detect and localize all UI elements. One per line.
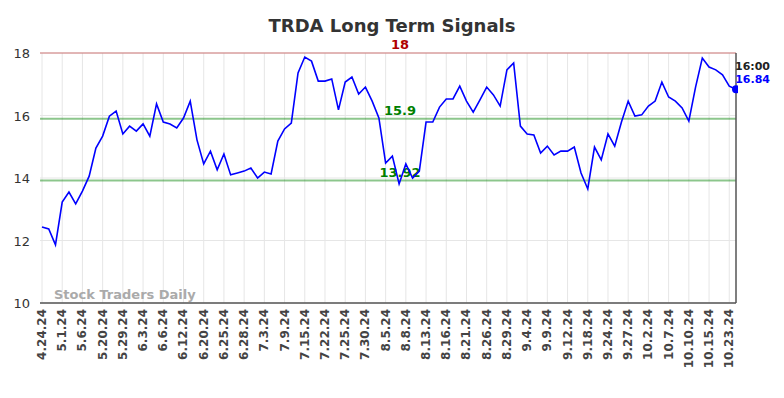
grid-line: [466, 53, 467, 303]
x-tick-label: 8.13.24: [419, 309, 433, 360]
last-value-label: 16.84: [735, 73, 770, 86]
y-tick-label: 18: [13, 46, 30, 61]
x-tick-label: 6.12.24: [176, 309, 190, 360]
grid-line: [567, 53, 568, 303]
x-tick-label: 10.2.24: [641, 309, 655, 360]
grid-line: [264, 53, 265, 303]
x-tick-label: 7.25.24: [338, 309, 352, 360]
grid-line: [607, 53, 608, 303]
grid-line: [163, 53, 164, 303]
grid-line: [587, 53, 588, 303]
grid-line: [82, 53, 83, 303]
x-tick-label: 4.24.24: [35, 309, 49, 360]
x-tick-label: 9.27.24: [621, 309, 635, 360]
x-tick-label: 7.9.24: [278, 309, 292, 352]
x-tick-label: 9.4.24: [520, 309, 534, 352]
x-tick-label: 8.8.24: [399, 309, 413, 352]
grid-line: [486, 53, 487, 303]
grid-line: [547, 53, 548, 303]
x-tick-label: 6.6.24: [156, 309, 170, 352]
reference-line: [40, 118, 736, 120]
x-axis: [40, 302, 736, 304]
grid-line: [203, 53, 204, 303]
x-tick-label: 6.20.24: [197, 309, 211, 360]
x-tick-label: 8.21.24: [459, 309, 473, 360]
grid-line: [223, 53, 224, 303]
watermark: Stock Traders Daily: [54, 287, 196, 302]
x-tick-label: 6.3.24: [136, 309, 150, 352]
grid-line: [729, 53, 730, 303]
grid-line: [42, 53, 43, 303]
x-tick-label: 6.28.24: [237, 309, 251, 360]
grid-line: [648, 53, 649, 303]
reference-line: [40, 52, 736, 54]
grid-line: [426, 53, 427, 303]
grid-line: [40, 303, 736, 304]
x-tick-label: 5.29.24: [116, 309, 130, 360]
grid-line: [446, 53, 447, 303]
grid-line: [143, 53, 144, 303]
x-tick-label: 7.22.24: [318, 309, 332, 360]
x-tick-label: 10.10.24: [682, 309, 696, 368]
x-tick-label: 5.6.24: [75, 309, 89, 352]
grid-line: [62, 53, 63, 303]
x-tick-label: 9.18.24: [581, 309, 595, 360]
plot-area: [42, 57, 738, 245]
grid-line: [527, 53, 528, 303]
y-tick-label: 14: [13, 171, 30, 186]
x-tick-label: 8.16.24: [439, 309, 453, 360]
grid-line: [102, 53, 103, 303]
x-tick-label: 6.25.24: [217, 309, 231, 360]
grid-line: [183, 53, 184, 303]
grid-line: [304, 53, 305, 303]
grid-line: [244, 53, 245, 303]
title: TRDA Long Term Signals: [269, 15, 516, 36]
x-tick-label: 7.3.24: [257, 309, 271, 352]
grid-line: [122, 53, 123, 303]
x-tick-label: 8.29.24: [500, 309, 514, 360]
grid-line: [668, 53, 669, 303]
grid-line: [324, 53, 325, 303]
x-tick-label: 7.30.24: [358, 309, 372, 360]
grid-line: [40, 53, 736, 54]
x-tick-label: 9.12.24: [561, 309, 575, 360]
grid-line: [40, 240, 736, 241]
x-tick-label: 10.7.24: [662, 309, 676, 360]
grid-line: [709, 53, 710, 303]
x-tick-label: 5.20.24: [96, 309, 110, 360]
y-tick-label: 10: [13, 296, 30, 311]
reference-label: 18: [391, 37, 409, 52]
grid-line: [628, 53, 629, 303]
x-tick-label: 9.9.24: [540, 309, 554, 352]
x-tick-label: 5.1.24: [55, 309, 69, 352]
price-line: [42, 57, 736, 245]
grid-line: [284, 53, 285, 303]
x-tick-label: 10.23.24: [722, 309, 736, 368]
grid-line: [506, 53, 507, 303]
last-point: [732, 85, 738, 93]
x-tick-label: 10.15.24: [702, 309, 716, 368]
x-tick-label: 8.5.24: [379, 309, 393, 352]
time-label: 16:00: [735, 60, 770, 73]
y-tick-label: 12: [13, 234, 30, 249]
y-tick-label: 16: [13, 109, 30, 124]
chart: TRDA Long Term Signals 10 12 14 16 18 4.24.24 5…: [0, 0, 784, 398]
x-tick-label: 7.15.24: [298, 309, 312, 360]
grid-line: [688, 53, 689, 303]
grid-line: [365, 53, 366, 303]
grid-line: [345, 53, 346, 303]
x-tick-label: 9.24.24: [601, 309, 615, 360]
reference-line: [40, 180, 736, 182]
x-tick-label: 8.26.24: [480, 309, 494, 360]
reference-label: 15.9: [384, 103, 416, 118]
